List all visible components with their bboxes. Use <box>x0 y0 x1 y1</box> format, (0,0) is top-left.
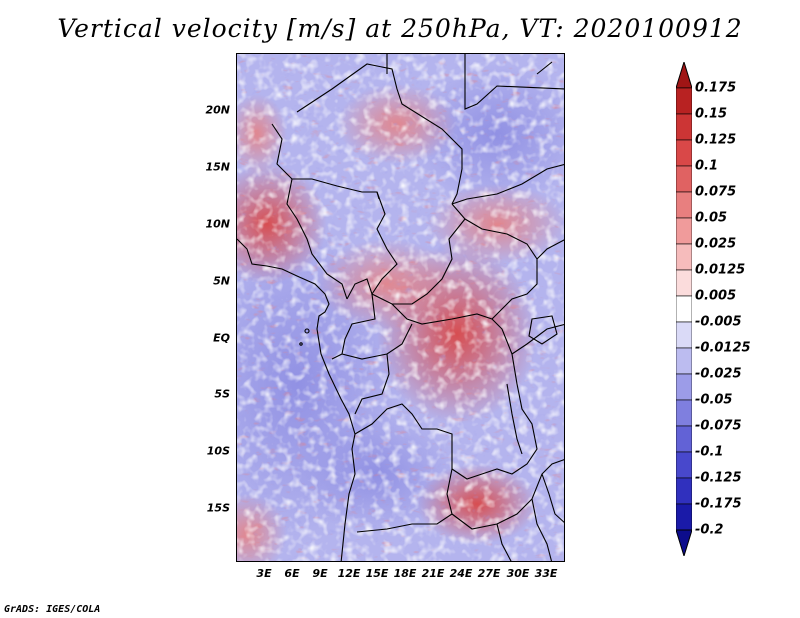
colorbar-label: 0.0125 <box>695 262 746 278</box>
colorbar-top-arrow <box>676 62 692 89</box>
colorbar-label: -0.005 <box>695 314 742 330</box>
colorbar-cell <box>676 399 692 427</box>
colorbar-label: -0.1 <box>695 444 724 460</box>
colorbar-label: -0.2 <box>695 522 724 538</box>
colorbar-label: 0.175 <box>695 80 737 96</box>
lon-label: 18E <box>393 567 417 580</box>
colorbar-cell <box>676 165 692 193</box>
lat-label: EQ <box>213 331 230 345</box>
lon-label: 33E <box>534 567 558 580</box>
lon-label: 21E <box>421 567 445 580</box>
colorbar-label: -0.175 <box>695 496 742 512</box>
colorbar-cell <box>676 451 692 479</box>
country-borders <box>237 54 564 561</box>
lon-label: 3E <box>256 567 272 580</box>
colorbar <box>676 62 692 556</box>
colorbar-cell <box>676 503 692 531</box>
colorbar-cell <box>676 269 692 297</box>
colorbar-cell <box>676 295 692 323</box>
lon-label: 30E <box>506 567 530 580</box>
colorbar-bottom-arrow <box>676 529 692 556</box>
lon-label: 12E <box>337 567 361 580</box>
colorbar-label: 0.05 <box>695 210 728 226</box>
lon-label: 9E <box>312 567 328 580</box>
lat-label: 20N <box>205 103 230 117</box>
lon-label: 6E <box>284 567 300 580</box>
colorbar-label: 0.1 <box>695 158 719 174</box>
colorbar-cell <box>676 139 692 167</box>
lon-label: 27E <box>477 567 501 580</box>
colorbar-label: 0.005 <box>695 288 737 304</box>
colorbar-label: -0.05 <box>695 392 733 408</box>
colorbar-label: -0.0125 <box>695 340 751 356</box>
colorbar-label: 0.025 <box>695 236 737 252</box>
lat-label: 15N <box>205 160 230 174</box>
colorbar-label: 0.075 <box>695 184 737 200</box>
colorbar-label: -0.125 <box>695 470 742 486</box>
colorbar-cell <box>676 243 692 271</box>
lat-label: 10N <box>205 217 230 231</box>
colorbar-label: 0.125 <box>695 132 737 148</box>
colorbar-label: -0.075 <box>695 418 742 434</box>
colorbar-cell <box>676 347 692 375</box>
lat-label: 5S <box>214 387 230 401</box>
colorbar-cell <box>676 217 692 245</box>
lon-label: 15E <box>365 567 389 580</box>
map-field <box>237 54 564 561</box>
credit-text: GrADS: IGES/COLA <box>4 604 101 615</box>
colorbar-label: 0.15 <box>695 106 728 122</box>
colorbar-cell <box>676 373 692 401</box>
colorbar-cell <box>676 425 692 453</box>
colorbar-cell <box>676 191 692 219</box>
chart-title: Vertical velocity [m/s] at 250hPa, VT: 2… <box>57 14 743 43</box>
colorbar-cell <box>676 477 692 505</box>
lat-label: 15S <box>206 501 230 515</box>
lon-label: 24E <box>449 567 473 580</box>
colorbar-cell <box>676 321 692 349</box>
colorbar-cell <box>676 87 692 115</box>
lat-label: 5N <box>213 274 230 288</box>
lat-label: 10S <box>206 444 230 458</box>
vertical-velocity-map <box>236 53 565 562</box>
colorbar-cell <box>676 113 692 141</box>
colorbar-label: -0.025 <box>695 366 742 382</box>
